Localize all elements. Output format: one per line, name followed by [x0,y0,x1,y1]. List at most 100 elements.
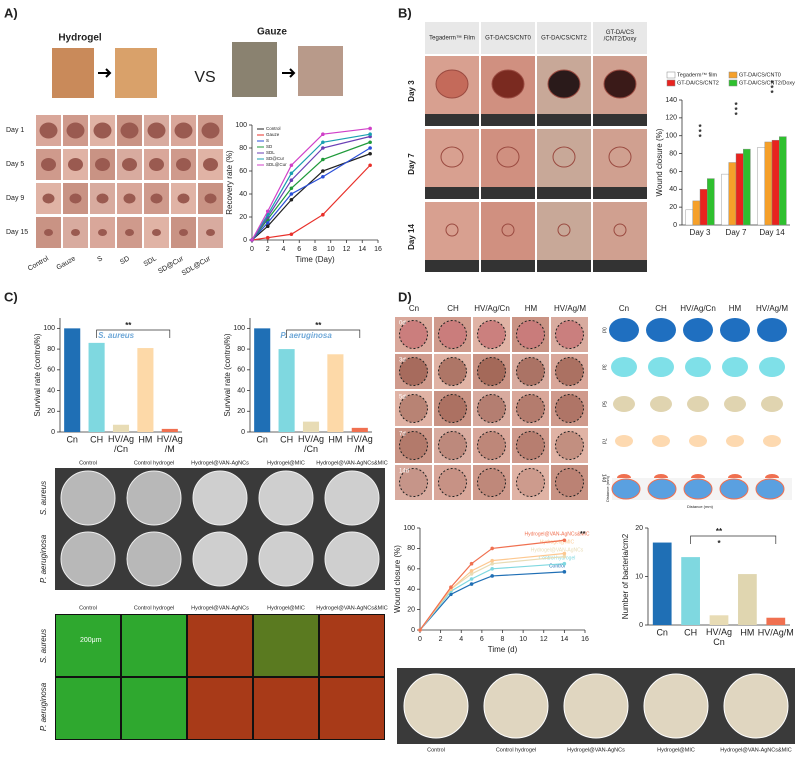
vs-label: VS [194,69,215,86]
row-label: 5d [601,401,607,407]
plate [258,531,314,587]
fluorescence [320,615,384,676]
column-label: HV/Ag/Cn [680,304,716,313]
plate [192,531,248,587]
photo [298,46,343,96]
wound [176,158,191,171]
legend-label: GT-DA/CS/CNT0 [739,72,781,78]
bar [738,574,757,625]
wound-shape [724,396,746,412]
wound [206,229,215,236]
wound-outline [438,394,467,423]
x-tick-label: CH [684,627,697,637]
photo-label: Hydrogel [58,33,102,44]
wound-outline [438,357,467,386]
point [321,140,325,145]
column-label: GT-DA/CS/CNT2/Doxy [604,30,637,43]
wound-outline [438,320,467,349]
point [418,628,422,632]
panel-label: D) [398,289,412,304]
bar [161,428,178,432]
fluorescence [122,678,186,739]
row-label: 14d [601,474,607,483]
header-cell [537,22,591,54]
y-axis-label: Recovery rate (%) [225,150,234,215]
axis-label: Distance (mm) [687,504,714,509]
row-label: Day 3 [407,80,416,102]
wound-outline [399,320,428,349]
wound [125,229,134,236]
wound-outline [516,357,545,386]
bar [766,617,786,625]
fluorescence [254,615,318,676]
photo [434,391,471,426]
x-tick-label: HV/Ag Cn [706,627,732,647]
wound-outline [477,394,506,423]
wound [39,122,58,139]
header-cell [481,22,535,54]
y-tick-label: 120 [665,115,677,122]
significance-bracket [690,535,777,544]
wound-shape [757,318,787,342]
y-axis-label: Wound closure (%) [393,545,402,613]
wound [177,193,190,204]
column-label: SDL [143,255,158,268]
y-tick-label: 80 [47,346,55,353]
y-axis-label: Survival rate (control%) [223,333,232,416]
plate [126,470,182,526]
wound [44,229,53,236]
wound [491,69,525,99]
y-tick-label: 60 [239,168,247,175]
legend-swatch [728,71,738,79]
ruler [593,187,647,199]
point [265,224,270,228]
bar [779,136,787,226]
y-tick-label: 40 [407,586,415,593]
legend-label: GT-DA/CS/CNT2/Doxy [739,80,795,86]
y-tick-label: 60 [237,367,245,374]
y-tick-label: 100 [665,133,677,140]
annotation: * [770,79,774,88]
bar [681,557,700,625]
y-tick-label: 0 [243,237,247,244]
y-tick-label: 100 [235,122,247,129]
wound [201,122,220,139]
y-tick-label: 80 [407,545,415,552]
x-tick-label: 2 [439,636,443,643]
x-tick-label: Cn [66,434,78,444]
wound [608,146,632,168]
wound [123,193,136,204]
plate [60,470,116,526]
header-cell [593,22,647,54]
bar [721,173,729,226]
bar [351,427,368,432]
row-label: P. aeruginosa [39,682,48,731]
annotation: * [734,111,738,120]
wound [501,223,515,237]
x-tick-label: CH [90,434,103,444]
row-label: 3d [601,364,607,370]
wound [179,229,188,236]
y-tick-label: 20 [239,214,247,221]
y-axis-label: Number of bacteria/cm2 [621,533,630,619]
row-label: 7d [399,432,406,438]
panel-label: B) [398,5,412,20]
ruler [593,260,647,272]
y-tick-label: 80 [237,346,245,353]
fluorescence [188,678,252,739]
point [469,582,474,586]
wound-shape [687,396,709,412]
row-label: S. aureus [39,481,48,515]
wound-shape [685,357,711,377]
wound-outline [516,468,545,497]
column-label: Cn [619,304,629,313]
y-tick-label: 40 [239,191,247,198]
point [289,197,294,202]
legend-label: Tegaderm™ film [677,72,717,78]
bar [327,354,344,432]
wound-outline [477,320,506,349]
column-label: Control hydrogel [134,460,174,466]
y-tick-label: 0 [241,429,245,436]
wound-outline [477,468,506,497]
y-tick-label: 140 [665,97,677,104]
